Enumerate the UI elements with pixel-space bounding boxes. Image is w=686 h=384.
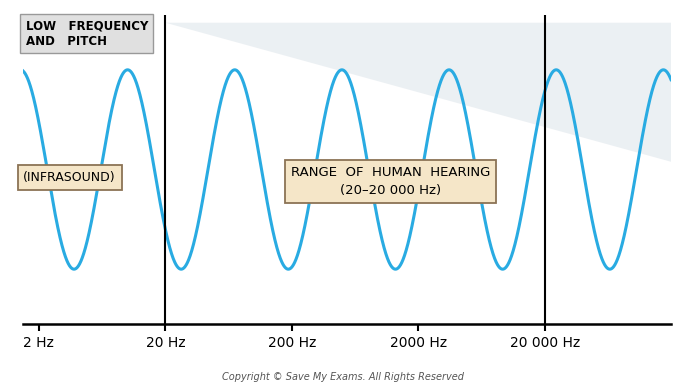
Text: LOW   FREQUENCY
AND   PITCH: LOW FREQUENCY AND PITCH xyxy=(25,20,148,48)
Text: Copyright © Save My Exams. All Rights Reserved: Copyright © Save My Exams. All Rights Re… xyxy=(222,372,464,382)
Text: RANGE  OF  HUMAN  HEARING
(20–20 000 Hz): RANGE OF HUMAN HEARING (20–20 000 Hz) xyxy=(290,166,490,197)
Polygon shape xyxy=(165,23,671,162)
Text: (INFRASOUND): (INFRASOUND) xyxy=(23,171,116,184)
